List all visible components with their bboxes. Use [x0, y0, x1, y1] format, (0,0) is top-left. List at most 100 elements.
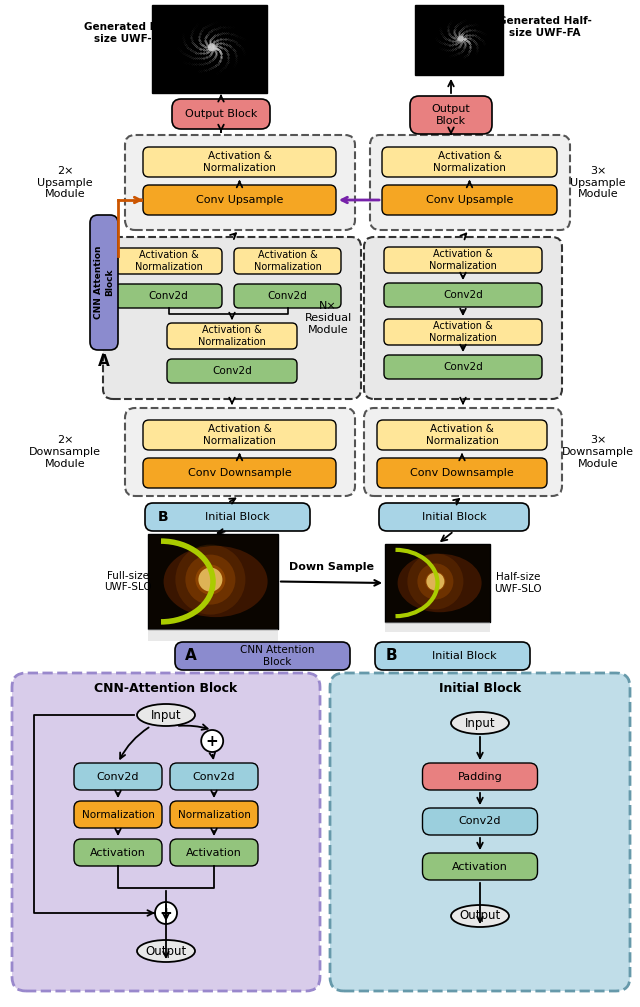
FancyBboxPatch shape — [103, 237, 361, 399]
FancyBboxPatch shape — [125, 408, 355, 496]
Text: Conv Downsample: Conv Downsample — [188, 468, 291, 478]
FancyBboxPatch shape — [172, 99, 270, 129]
Text: Activation &
Normalization: Activation & Normalization — [134, 250, 202, 272]
FancyBboxPatch shape — [145, 504, 310, 531]
FancyBboxPatch shape — [422, 808, 538, 835]
Text: Conv2d: Conv2d — [148, 291, 188, 301]
Circle shape — [408, 554, 463, 609]
FancyBboxPatch shape — [384, 283, 542, 307]
Text: N×
Residual
Module: N× Residual Module — [305, 301, 351, 334]
Text: Output
Block: Output Block — [431, 104, 470, 126]
Text: Activation: Activation — [452, 862, 508, 871]
Text: B: B — [157, 510, 168, 524]
Text: Conv2d: Conv2d — [212, 366, 252, 376]
FancyBboxPatch shape — [115, 284, 222, 308]
Text: Conv Upsample: Conv Upsample — [196, 195, 283, 205]
Text: Output Block: Output Block — [185, 109, 257, 119]
Text: Activation &
Normalization: Activation & Normalization — [253, 250, 321, 272]
Text: Activation: Activation — [90, 848, 146, 858]
Text: Output: Output — [460, 909, 500, 922]
FancyBboxPatch shape — [74, 839, 162, 866]
Circle shape — [198, 568, 223, 591]
Text: A: A — [185, 649, 197, 664]
Circle shape — [426, 571, 445, 591]
FancyBboxPatch shape — [384, 355, 542, 379]
Text: Initial Block: Initial Block — [205, 512, 270, 522]
Text: Output: Output — [145, 945, 187, 958]
Text: Activation &
Normalization: Activation & Normalization — [429, 249, 497, 271]
FancyBboxPatch shape — [234, 284, 341, 308]
Ellipse shape — [451, 905, 509, 927]
FancyBboxPatch shape — [364, 237, 562, 399]
Text: +: + — [206, 733, 219, 748]
FancyBboxPatch shape — [167, 359, 297, 383]
Ellipse shape — [451, 712, 509, 734]
FancyBboxPatch shape — [384, 247, 542, 273]
Text: Input: Input — [465, 717, 495, 729]
FancyBboxPatch shape — [422, 763, 538, 790]
Circle shape — [417, 564, 453, 599]
FancyBboxPatch shape — [74, 801, 162, 828]
Text: Activation: Activation — [186, 848, 242, 858]
Text: Generated Half-
size UWF-FA: Generated Half- size UWF-FA — [498, 16, 592, 38]
Circle shape — [458, 35, 464, 41]
FancyBboxPatch shape — [410, 96, 492, 134]
Text: B: B — [385, 649, 397, 664]
FancyBboxPatch shape — [170, 801, 258, 828]
FancyBboxPatch shape — [377, 420, 547, 450]
Text: Initial Block: Initial Block — [422, 512, 486, 522]
Text: 3×
Downsample
Module: 3× Downsample Module — [562, 435, 634, 468]
Text: Conv2d: Conv2d — [459, 817, 501, 827]
FancyBboxPatch shape — [143, 458, 336, 488]
Circle shape — [175, 545, 245, 614]
FancyBboxPatch shape — [143, 185, 336, 215]
Text: 3×
Upsample
Module: 3× Upsample Module — [570, 166, 626, 199]
Text: Activation &
Normalization: Activation & Normalization — [426, 424, 499, 446]
Text: Initial Block: Initial Block — [432, 651, 497, 661]
Text: Generated Full-
size UWF-FA: Generated Full- size UWF-FA — [84, 22, 175, 43]
FancyBboxPatch shape — [379, 504, 529, 531]
Text: Activation &
Normalization: Activation & Normalization — [203, 424, 276, 446]
FancyBboxPatch shape — [330, 673, 630, 991]
Circle shape — [155, 902, 177, 924]
Text: CNN Attention
Block: CNN Attention Block — [240, 645, 315, 667]
Circle shape — [201, 730, 223, 752]
Ellipse shape — [397, 554, 482, 612]
Bar — [415, 5, 503, 75]
Bar — [152, 5, 267, 93]
FancyBboxPatch shape — [364, 408, 562, 496]
Text: A: A — [98, 354, 110, 370]
Text: Conv2d: Conv2d — [268, 291, 307, 301]
FancyBboxPatch shape — [167, 323, 297, 349]
Bar — [148, 534, 278, 629]
Circle shape — [195, 565, 225, 594]
FancyBboxPatch shape — [370, 135, 570, 230]
Text: CNN-Attention Block: CNN-Attention Block — [94, 683, 237, 696]
FancyBboxPatch shape — [90, 215, 118, 350]
Ellipse shape — [164, 546, 268, 617]
FancyBboxPatch shape — [12, 673, 320, 991]
FancyBboxPatch shape — [170, 763, 258, 790]
Text: Activation &
Normalization: Activation & Normalization — [429, 321, 497, 342]
FancyBboxPatch shape — [377, 458, 547, 488]
Bar — [148, 629, 278, 641]
Text: Normalization: Normalization — [81, 810, 154, 820]
Text: +: + — [159, 905, 172, 920]
Text: Full-size
UWF-SLO: Full-size UWF-SLO — [104, 571, 152, 592]
Bar — [385, 622, 490, 632]
Text: 2×
Upsample
Module: 2× Upsample Module — [37, 166, 93, 199]
Text: Conv2d: Conv2d — [193, 771, 236, 781]
Text: Conv Upsample: Conv Upsample — [426, 195, 513, 205]
FancyBboxPatch shape — [382, 147, 557, 177]
FancyBboxPatch shape — [384, 319, 542, 345]
Text: Conv Downsample: Conv Downsample — [410, 468, 514, 478]
Text: Input: Input — [150, 709, 181, 721]
FancyBboxPatch shape — [382, 185, 557, 215]
Text: Initial Block: Initial Block — [439, 683, 521, 696]
FancyBboxPatch shape — [143, 420, 336, 450]
Text: Activation &
Normalization: Activation & Normalization — [198, 325, 266, 346]
Circle shape — [208, 43, 216, 51]
Text: Conv2d: Conv2d — [443, 290, 483, 300]
FancyBboxPatch shape — [175, 642, 350, 670]
FancyBboxPatch shape — [125, 135, 355, 230]
